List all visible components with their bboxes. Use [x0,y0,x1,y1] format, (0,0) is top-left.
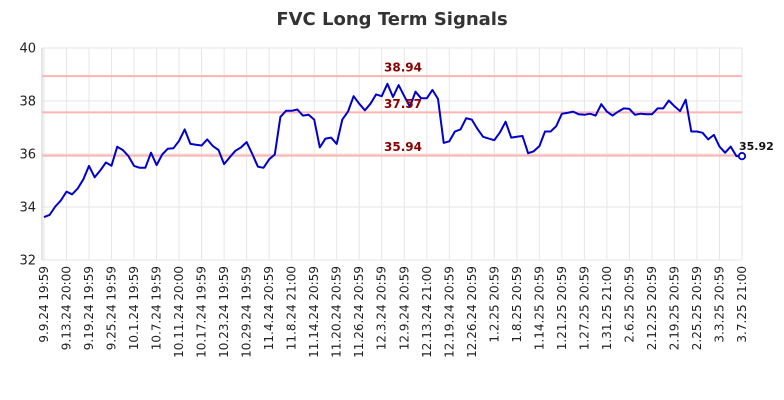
signal-label: 38.94 [384,61,422,75]
x-tick-label: 1.2.25 20:59 [487,266,501,343]
axes: 32 34 36 38 40 9.9.24 19:59 9.13.24 20:00 9.19.… [19,42,749,358]
price-line [43,82,742,219]
x-tick-label: 1.14.25 20:59 [532,266,546,350]
x-tick-label: 1.31.25 21:00 [600,266,614,350]
x-tick-label: 10.7.24 19:59 [150,266,164,350]
x-tick-label: 3.7.25 21:00 [735,266,749,343]
x-tick-label: 1.21.25 20:59 [555,266,569,350]
x-tick-label: 12.9.24 20:59 [397,266,411,350]
x-tick-label: 12.3.24 20:59 [375,266,389,350]
x-tick-label: 2.6.25 20:59 [622,266,636,343]
y-tick-label: 40 [19,42,36,57]
x-tick-label: 9.13.24 20:00 [60,266,74,350]
x-tick-label: 9.25.24 19:59 [105,266,119,350]
labels: 38.94 37.57 35.94 35.92 [384,61,774,155]
x-tick-label: 1.27.25 20:59 [577,266,591,350]
x-tick-label: 11.4.24 20:59 [262,266,276,350]
x-tick-label: 11.14.24 20:59 [307,266,321,358]
x-tick-label: 11.26.24 20:59 [352,266,366,358]
series [43,82,747,219]
x-tick-label: 11.20.24 20:59 [330,266,344,358]
x-tick-label: 12.26.24 20:59 [465,266,479,358]
signal-lines [42,75,742,157]
x-tick-label: 2.12.25 20:59 [645,266,659,350]
chart-title: FVC Long Term Signals [276,9,507,30]
x-tick-label: 9.9.24 19:59 [37,266,51,343]
last-value-label: 35.92 [739,140,774,153]
x-tick-label: 11.8.24 21:00 [285,266,299,350]
y-tick-label: 38 [19,95,36,110]
signal-label: 37.57 [384,97,422,111]
x-tick-label: 10.1.24 19:59 [127,266,141,350]
x-tick-label: 10.11.24 20:00 [172,266,186,358]
y-tick-label: 36 [19,148,36,163]
x-tick-label: 10.29.24 19:59 [240,266,254,358]
x-tick-label: 12.19.24 20:59 [442,266,456,358]
x-tick-label: 2.25.25 20:59 [690,266,704,350]
x-tick-label: 12.13.24 21:00 [420,266,434,358]
y-tick-label: 32 [19,254,36,269]
x-tick-label: 9.19.24 19:59 [82,266,96,350]
x-tick-label: 3.3.25 20:59 [712,266,726,343]
y-tick-label: 34 [19,201,36,216]
x-tick-label: 2.19.25 20:59 [667,266,681,350]
grid [42,47,743,261]
signal-label: 35.94 [384,140,422,154]
x-tick-label: 1.8.25 20:59 [510,266,524,343]
x-tick-label: 10.23.24 19:59 [217,266,231,358]
x-tick-label: 10.17.24 19:59 [195,266,209,358]
last-point-marker [737,152,747,161]
